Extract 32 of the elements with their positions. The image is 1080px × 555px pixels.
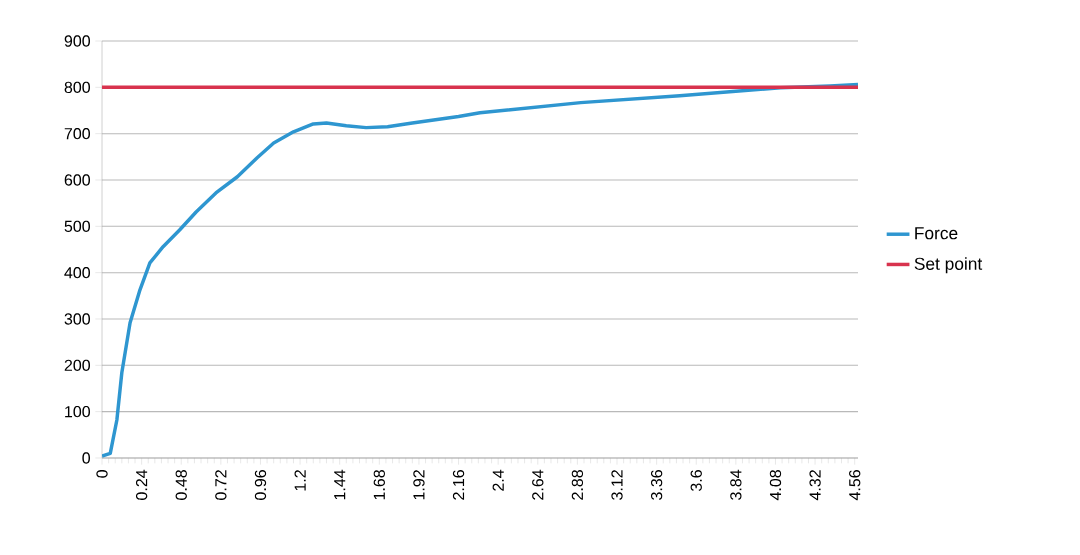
y-tick-label: 100	[65, 405, 91, 418]
x-tick-label: 1.44	[334, 469, 346, 500]
x-tick-label: 3.12	[611, 470, 623, 500]
y-tick-label: 400	[64, 267, 91, 279]
y-tick-label: 300	[64, 313, 91, 325]
x-tick-label: 2.64	[532, 469, 544, 500]
x-tick-label: 0.96	[254, 470, 267, 500]
x-tick-label: 1.68	[373, 470, 385, 500]
y-tick-label: 500	[64, 220, 91, 232]
legend-label: Force	[915, 227, 958, 240]
y-tick-label: 600	[64, 174, 91, 186]
x-tick-label: 1.92	[413, 470, 425, 500]
x-tick-label: 2.4	[492, 469, 504, 491]
x-tick-label: 3.36	[650, 470, 663, 500]
y-tick-label: 0	[82, 452, 91, 464]
y-tick-label: 900	[64, 35, 91, 47]
x-tick-label: 1.2	[294, 470, 306, 491]
y-tick-label: 800	[64, 81, 91, 93]
x-tick-label: 0	[96, 469, 108, 478]
x-tick-label: 2.88	[571, 470, 584, 500]
x-tick-label: 4.56	[849, 470, 861, 501]
y-tick-label: 700	[64, 128, 91, 140]
x-tick-label: 4.32	[809, 470, 821, 501]
x-tick-label: 3.6	[690, 470, 702, 491]
x-tick-label: 3.84	[730, 469, 742, 500]
x-tick-label: 4.08	[769, 470, 782, 501]
x-tick-label: 0.48	[175, 470, 187, 500]
y-tick-label: 200	[64, 359, 91, 371]
legend-label: Set point	[914, 257, 983, 274]
x-tick-label: 0.24	[135, 469, 148, 500]
x-tick-label: 0.72	[215, 470, 227, 500]
x-tick-label: 2.16	[452, 470, 465, 500]
